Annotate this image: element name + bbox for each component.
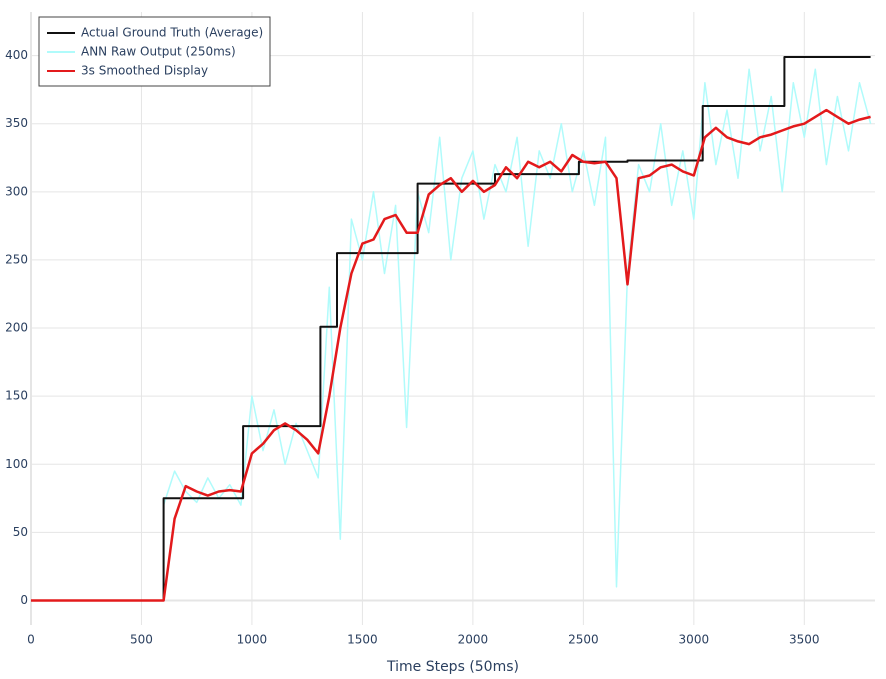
x-tick-label: 2500: [568, 633, 599, 647]
y-tick-label: 150: [5, 389, 28, 403]
x-tick-label: 0: [27, 633, 35, 647]
y-tick-label: 300: [5, 184, 28, 198]
y-tick-label: 100: [5, 457, 28, 471]
x-tick-label: 2000: [458, 633, 489, 647]
y-tick-label: 250: [5, 252, 28, 266]
x-tick-label: 500: [130, 633, 153, 647]
legend-label: ANN Raw Output (250ms): [81, 45, 236, 59]
y-tick-label: 200: [5, 321, 28, 335]
y-tick-label: 350: [5, 116, 28, 130]
x-tick-label: 1500: [347, 633, 378, 647]
legend-box: [38, 16, 271, 87]
x-axis-title: Time Steps (50ms): [386, 659, 519, 675]
series-line: [31, 56, 871, 602]
y-tick-label: 0: [20, 593, 28, 607]
legend-label: Actual Ground Truth (Average): [81, 26, 263, 40]
y-tick-label: 50: [13, 525, 28, 539]
y-tick-label: 400: [5, 48, 28, 62]
legend-label: 3s Smoothed Display: [81, 64, 208, 78]
x-tick-label: 3500: [789, 633, 820, 647]
series-line: [31, 108, 871, 602]
x-tick-label: 3000: [679, 633, 710, 647]
series-line: [162, 68, 872, 588]
x-tick-label: 1000: [237, 633, 268, 647]
